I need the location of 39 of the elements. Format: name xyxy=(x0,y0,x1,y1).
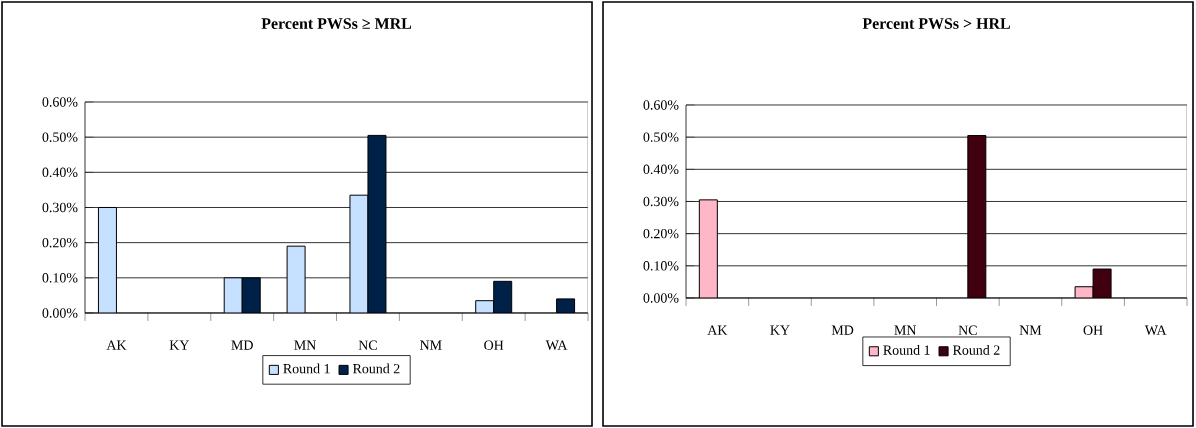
x-tick-label: WA xyxy=(1144,325,1167,335)
chart-title: Percent PWSs > HRL xyxy=(862,18,1010,29)
y-tick-label: 0.30% xyxy=(643,196,679,207)
x-tick-label: MD xyxy=(831,325,854,335)
y-tick-label: 0.50% xyxy=(42,132,78,142)
x-tick-label: OH xyxy=(1083,325,1103,335)
x-tick-label: AK xyxy=(707,325,728,335)
y-tick-label: 0.20% xyxy=(643,228,679,239)
y-tick-label: 0.30% xyxy=(42,202,78,213)
x-tick-label: KY xyxy=(770,325,790,335)
x-tick-label: OH xyxy=(484,340,504,350)
bar xyxy=(241,277,261,313)
x-tick-label: KY xyxy=(169,340,190,350)
y-tick-label: 0.50% xyxy=(643,132,679,142)
y-tick-label: 0.40% xyxy=(42,167,78,178)
bar xyxy=(223,277,243,313)
legend-label: Round 1 xyxy=(283,363,330,374)
legend-label: Round 2 xyxy=(352,363,400,374)
y-tick-label: 0.20% xyxy=(42,237,78,248)
x-tick-label: MN xyxy=(294,340,316,350)
y-tick-label: 0.10% xyxy=(643,261,679,271)
x-tick-label: MD xyxy=(231,340,253,350)
x-tick-label: NM xyxy=(420,340,442,350)
x-tick-label: AK xyxy=(106,340,127,350)
x-tick-label: MN xyxy=(894,325,917,335)
bar xyxy=(97,206,117,313)
x-tick-label: WA xyxy=(545,340,568,350)
legend-label: Round 2 xyxy=(952,344,1000,355)
y-tick-label: 0.40% xyxy=(643,164,679,175)
legend-label: Round 1 xyxy=(883,344,930,355)
y-tick-label: 0.00% xyxy=(643,293,679,303)
y-tick-label: 0.00% xyxy=(42,308,78,318)
y-tick-label: 0.60% xyxy=(643,100,679,110)
x-tick-label: NC xyxy=(358,340,377,350)
chart-title: Percent PWSs ≥ MRL xyxy=(261,18,412,29)
x-tick-label: NM xyxy=(1019,325,1042,335)
y-tick-label: 0.10% xyxy=(42,273,78,283)
y-tick-label: 0.60% xyxy=(42,97,78,107)
x-tick-label: NC xyxy=(958,325,977,335)
